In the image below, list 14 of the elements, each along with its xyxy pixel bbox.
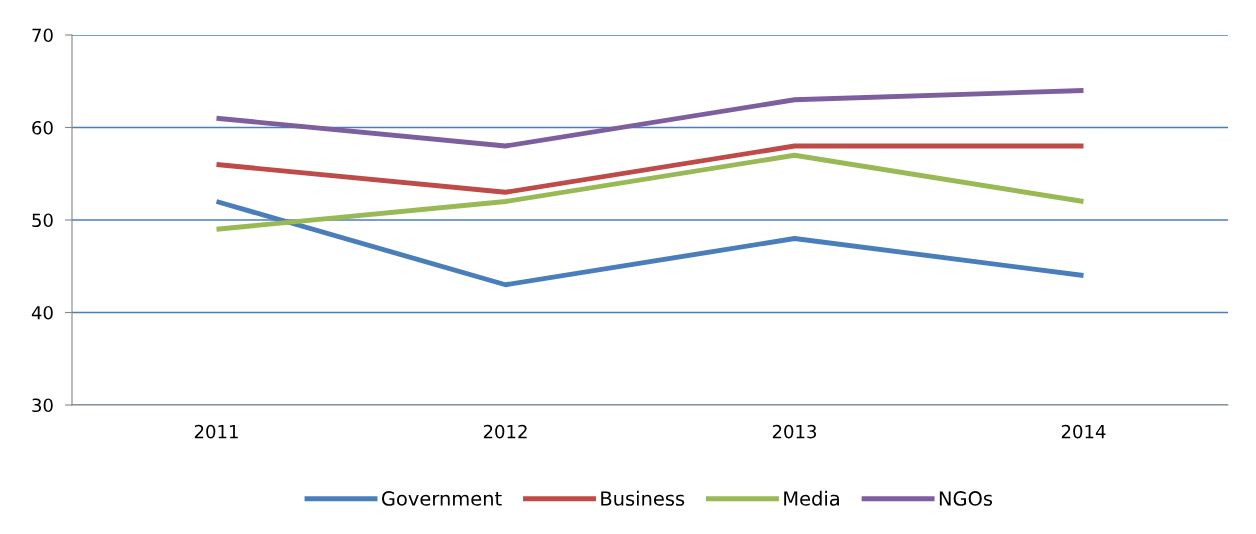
x-tick-label: 2014: [1061, 424, 1106, 439]
line-series: [214, 88, 1086, 149]
x-tick-label: 2011: [194, 424, 238, 439]
y-tick-label: 40: [31, 305, 53, 320]
legend-label: Media: [784, 490, 839, 506]
x-tick-label: 2012: [483, 424, 527, 439]
legend-label: Business: [601, 490, 685, 506]
y-tick-label: 70: [32, 28, 53, 43]
legend-label: NGOs: [939, 491, 993, 506]
y-tick-label: 50: [32, 213, 53, 228]
y-tick-label: 60: [32, 120, 53, 135]
x-tick-label: 2013: [772, 424, 817, 439]
legend-label: Government: [381, 491, 502, 506]
y-tick-label: 30: [32, 398, 53, 413]
